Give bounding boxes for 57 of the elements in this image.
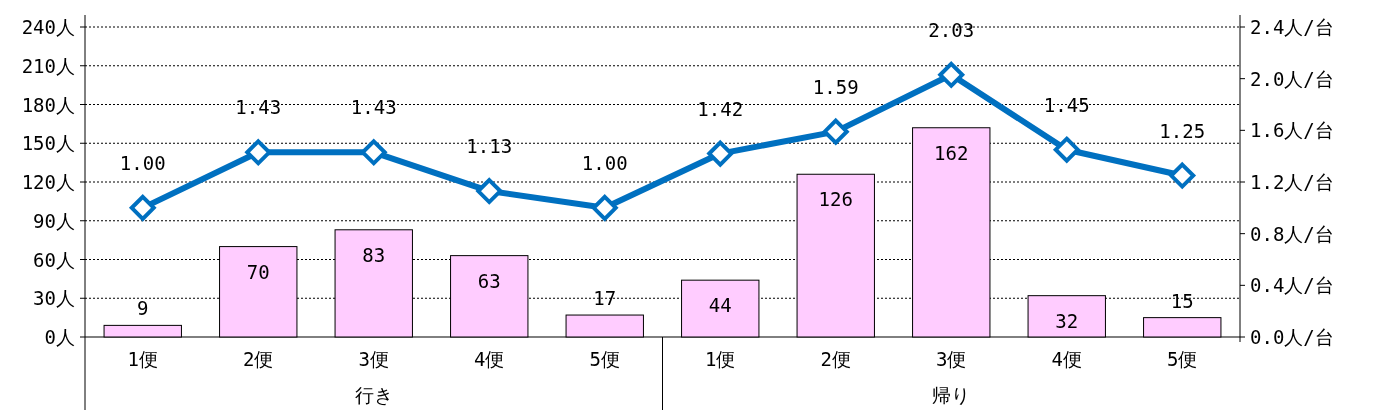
- y-tick-label: 90人: [33, 209, 75, 232]
- y-tick-label: 180人: [21, 93, 75, 116]
- y-tick-label: 210人: [21, 54, 75, 77]
- data-label: 126: [818, 188, 853, 211]
- point: [707, 140, 734, 167]
- data-label: 1.42: [697, 97, 744, 120]
- data-label: 1.13: [466, 135, 513, 158]
- y-tick-label: 0人: [44, 326, 75, 348]
- y-tick-label: 150人: [21, 132, 75, 155]
- data-label: 17: [593, 287, 617, 310]
- point: [822, 118, 849, 145]
- data-label: 9: [137, 297, 149, 320]
- data-label: 44: [708, 294, 732, 317]
- x-tick-label: 4便: [1051, 348, 1082, 370]
- data-label: 1.59: [812, 75, 859, 98]
- data-label: 15: [1170, 289, 1194, 312]
- data-label: 1.43: [235, 96, 282, 119]
- x-tick-label: 2便: [820, 348, 851, 370]
- point: [1053, 136, 1080, 163]
- data-label: 162: [934, 141, 969, 164]
- data-label: 1.25: [1159, 119, 1206, 142]
- data-label: 70: [246, 260, 270, 283]
- x-tick-label: 5便: [589, 348, 620, 370]
- text: 行き: [354, 384, 393, 406]
- point: [476, 178, 503, 205]
- x-tick-label: 2便: [243, 348, 274, 370]
- point: [1169, 162, 1196, 189]
- y-tick-label: 120人: [21, 171, 75, 193]
- point: [129, 194, 156, 221]
- y2-tick-label: 2.0人/台: [1250, 67, 1334, 90]
- point: [360, 139, 387, 166]
- point: [591, 194, 618, 221]
- text: 帰り: [932, 384, 971, 406]
- y2-tick-label: 0.8人/台: [1250, 222, 1334, 245]
- data-label: 1.00: [581, 151, 628, 174]
- y-tick-label: 60人: [33, 248, 75, 271]
- y-tick-label: 30人: [33, 287, 75, 310]
- x-tick-label: 3便: [936, 348, 967, 370]
- data-label: 63: [477, 269, 501, 292]
- y2-tick-label: 0.4人/台: [1250, 274, 1334, 297]
- x-tick-label: 1便: [705, 348, 736, 370]
- data-label: 1.00: [119, 151, 166, 174]
- y-tick-label: 240人: [21, 16, 75, 38]
- data-label: 32: [1055, 309, 1079, 332]
- x-tick-label: 1便: [127, 348, 158, 370]
- data-label: 83: [362, 243, 386, 266]
- x-tick-label: 3便: [358, 348, 389, 370]
- x-tick-label: 4便: [474, 348, 505, 370]
- point: [245, 139, 272, 166]
- data-label: 2.03: [928, 18, 975, 41]
- x-tick-label: 5便: [1167, 348, 1198, 370]
- y2-tick-label: 1.2人/台: [1250, 171, 1334, 193]
- point: [938, 61, 965, 88]
- y2-tick-label: 1.6人/台: [1250, 119, 1334, 142]
- y2-tick-label: 2.4人/台: [1250, 16, 1334, 38]
- data-label: 1.43: [350, 96, 397, 119]
- y2-tick-label: 0.0人/台: [1250, 326, 1334, 348]
